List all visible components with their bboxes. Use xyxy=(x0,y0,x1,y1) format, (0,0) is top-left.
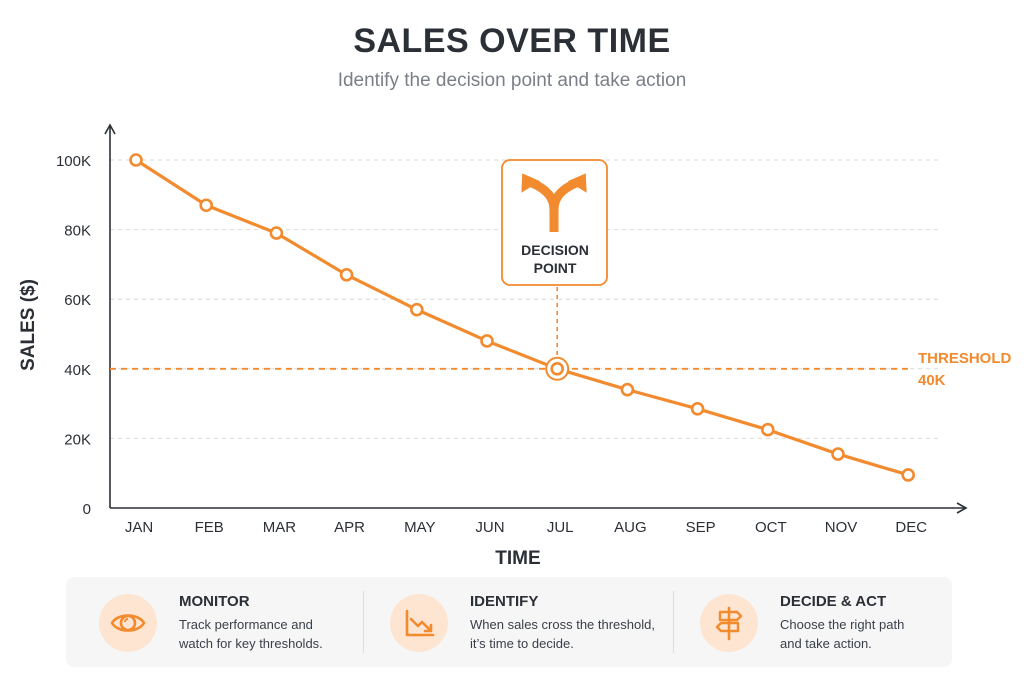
left-arrowhead-icon xyxy=(521,173,541,193)
threshold: THRESHOLD 40K xyxy=(110,350,1012,389)
decide-act-text: Choose the right path and take action. xyxy=(780,615,980,653)
data-point xyxy=(760,422,775,437)
x-tick-label: AUG xyxy=(614,519,647,536)
y-axis-arrow-icon xyxy=(104,123,116,135)
y-tick-label: 0 xyxy=(83,501,91,518)
identify-title: IDENTIFY xyxy=(470,593,539,610)
decide-act-title: DECIDE & ACT xyxy=(780,593,887,610)
x-tick-labels: JAN FEB MAR APR MAY JUN JUL AUG SEP OCT NOV DEC xyxy=(125,519,927,536)
decision-point-callout: DECISION POINT xyxy=(501,159,608,357)
axes xyxy=(104,123,968,514)
eye-icon xyxy=(99,594,157,652)
data-point xyxy=(901,468,916,482)
x-tick-label: JAN xyxy=(125,519,153,536)
y-tick-labels: 0 20K 40K 60K 80K 100K xyxy=(56,153,91,518)
monitor-card: MONITOR Track performance and watch for … xyxy=(99,577,359,667)
decision-label: DECISION xyxy=(521,242,589,258)
decide-act-text-line1: Choose the right path xyxy=(780,617,905,632)
x-tick-label: APR xyxy=(334,519,365,536)
y-tick-label: 20K xyxy=(64,431,91,448)
sales-line-chart: 0 20K 40K 60K 80K 100K JAN FEB MAR APR MAY JUN JUL A… xyxy=(18,123,1012,569)
chart-subtitle: Identify the decision point and take act… xyxy=(337,70,687,91)
data-point xyxy=(690,402,705,416)
decision-label-line2: POINT xyxy=(534,260,577,276)
sales-line xyxy=(134,158,910,477)
x-tick-label: JUN xyxy=(475,519,504,536)
x-tick-label: OCT xyxy=(755,519,787,536)
identify-text: When sales cross the threshold, it’s tim… xyxy=(470,615,685,653)
gridlines xyxy=(110,159,940,439)
right-arrowhead-icon xyxy=(567,173,587,193)
data-point xyxy=(269,226,284,240)
split-arrow-icon xyxy=(530,178,578,232)
y-tick-label: 100K xyxy=(56,153,91,170)
data-point xyxy=(409,302,424,317)
y-tick-label: 40K xyxy=(64,362,91,379)
decide-act-text-line2: and take action. xyxy=(780,636,872,651)
data-point xyxy=(550,361,565,376)
chart-title: SALES OVER TIME xyxy=(353,22,671,60)
identify-card: IDENTIFY When sales cross the threshold,… xyxy=(390,577,670,667)
identify-text-line2: it’s time to decide. xyxy=(470,636,574,651)
monitor-text-line1: Track performance and xyxy=(179,617,313,632)
monitor-text: Track performance and watch for key thre… xyxy=(179,615,379,653)
signpost-icon xyxy=(700,594,758,652)
x-axis-arrow-icon xyxy=(956,502,968,514)
card-divider xyxy=(673,591,674,653)
threshold-value-label: 40K xyxy=(918,372,946,389)
x-tick-label: DEC xyxy=(895,519,927,536)
x-tick-label: FEB xyxy=(195,519,224,536)
data-point xyxy=(480,334,494,348)
x-axis-label: TIME xyxy=(495,548,540,569)
trend-down-icon xyxy=(390,594,448,652)
data-point xyxy=(199,198,213,213)
data-point xyxy=(831,447,845,461)
monitor-title: MONITOR xyxy=(179,593,250,610)
identify-text-line1: When sales cross the threshold, xyxy=(470,617,655,632)
y-tick-label: 60K xyxy=(64,292,91,309)
threshold-label: THRESHOLD xyxy=(918,350,1012,367)
x-tick-label: MAR xyxy=(263,519,297,536)
decide-act-card: DECIDE & ACT Choose the right path and t… xyxy=(700,577,940,667)
x-tick-label: JUL xyxy=(547,519,574,536)
x-tick-label: MAY xyxy=(404,519,435,536)
card-divider xyxy=(363,591,364,653)
action-steps-panel: MONITOR Track performance and watch for … xyxy=(66,577,952,667)
data-point xyxy=(339,268,354,282)
x-tick-label: SEP xyxy=(686,519,716,536)
sales-series xyxy=(129,153,916,482)
y-axis-label: SALES ($) xyxy=(18,279,39,371)
data-point xyxy=(129,153,143,167)
y-tick-label: 80K xyxy=(64,223,91,240)
x-tick-label: NOV xyxy=(825,519,858,536)
data-point xyxy=(620,382,635,397)
monitor-text-line2: watch for key thresholds. xyxy=(179,636,323,651)
